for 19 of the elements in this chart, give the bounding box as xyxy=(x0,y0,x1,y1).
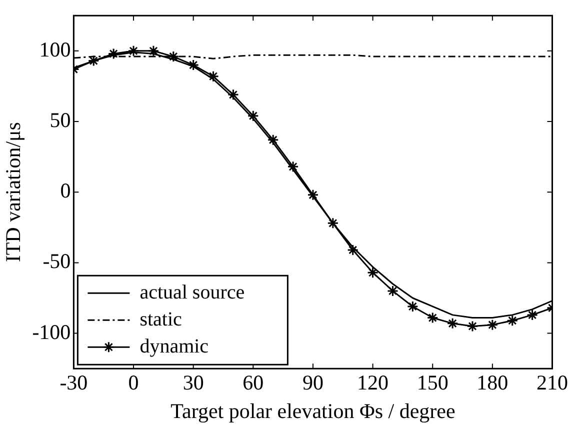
x-tick-label: -30 xyxy=(60,370,88,395)
x-axis-title: Target polar elevation Φs / degree xyxy=(170,398,456,423)
legend-label: static xyxy=(140,308,182,330)
y-axis-title: ITD variation/μs xyxy=(1,122,26,262)
x-tick-label: 60 xyxy=(242,370,264,395)
y-tick-label: 100 xyxy=(39,37,71,62)
x-tick-label: 180 xyxy=(476,370,508,395)
x-tick-label: 90 xyxy=(302,370,324,395)
y-tick-label: -50 xyxy=(42,249,71,274)
x-tick-label: 30 xyxy=(182,370,204,395)
x-tick-label: 120 xyxy=(357,370,389,395)
x-tick-label: 210 xyxy=(536,370,568,395)
legend-label: dynamic xyxy=(140,335,209,358)
y-tick-label: 50 xyxy=(50,108,71,132)
y-tick-label: -100 xyxy=(32,320,71,344)
legend-label: actual source xyxy=(140,281,245,304)
x-tick-label: 150 xyxy=(416,370,448,395)
y-tick-label: 0 xyxy=(60,178,71,203)
x-tick-label: 0 xyxy=(128,370,139,395)
